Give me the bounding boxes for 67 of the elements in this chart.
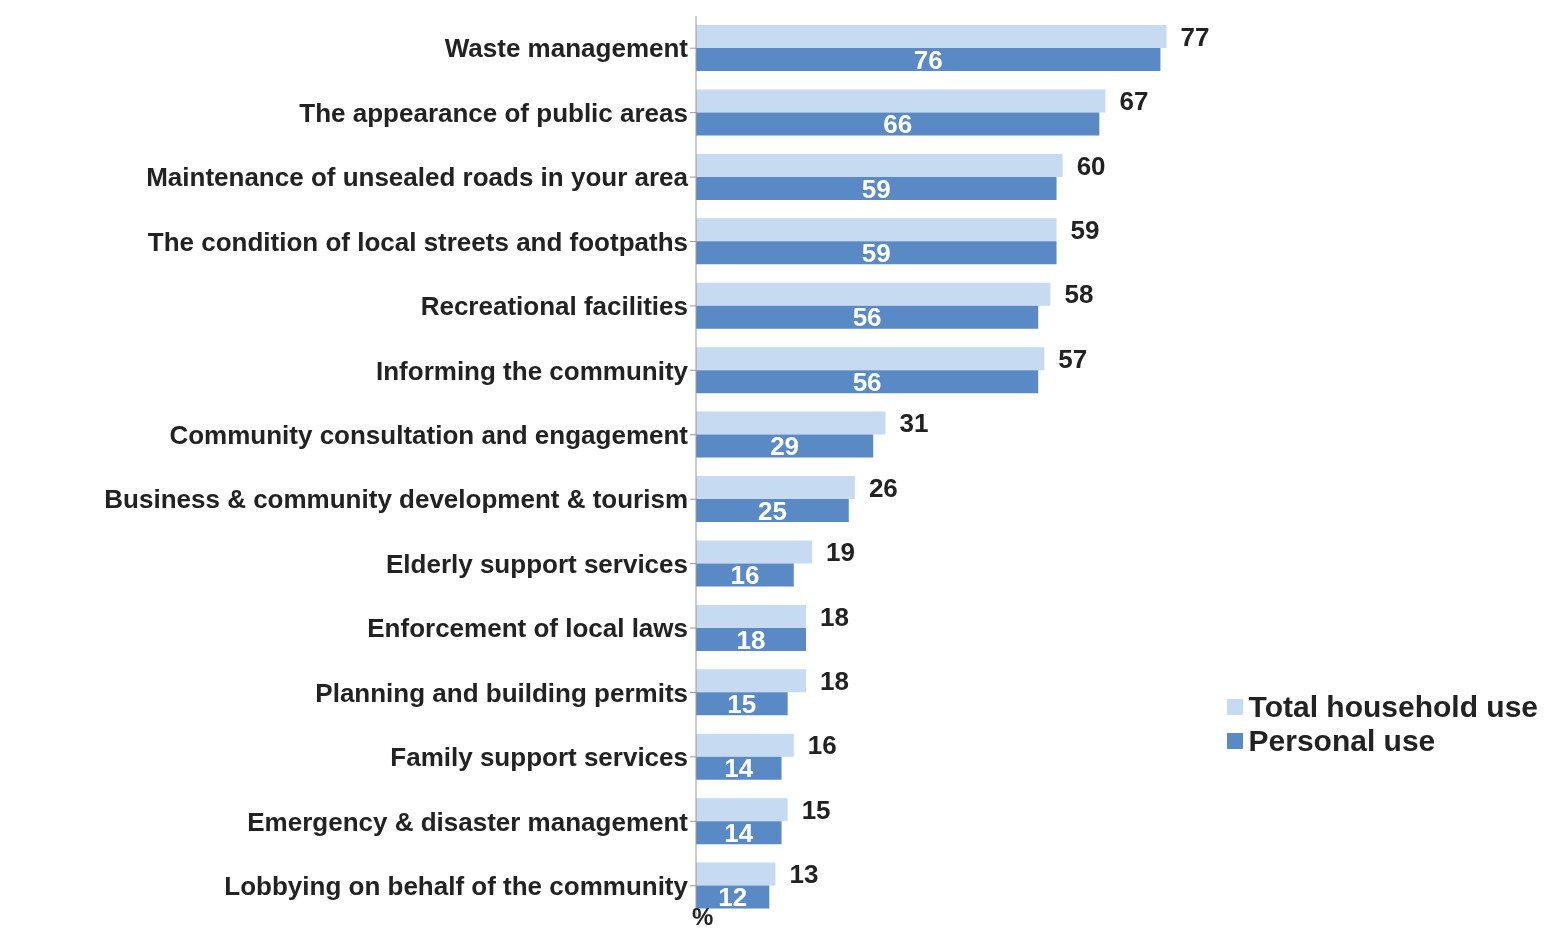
- bar: [696, 25, 1167, 49]
- data-label: 19: [826, 537, 856, 568]
- data-label: 26: [868, 472, 898, 503]
- bar: [696, 282, 1051, 306]
- bar: [696, 434, 874, 458]
- data-label: 76: [913, 44, 943, 75]
- x-axis-title: %: [692, 903, 714, 931]
- data-label: 25: [757, 495, 787, 526]
- bar: [696, 669, 806, 693]
- y-tick-label: Maintenance of unsealed roads in your area: [146, 162, 689, 193]
- data-label: 66: [883, 109, 913, 140]
- y-tick-label: Informing the community: [376, 355, 689, 386]
- data-label: 18: [820, 601, 849, 632]
- data-label: 58: [1064, 279, 1094, 310]
- bar: [696, 241, 1057, 265]
- bar: [696, 862, 776, 886]
- bar: [696, 604, 806, 628]
- bar: [696, 733, 794, 757]
- data-label: 13: [789, 859, 819, 890]
- data-label: 67: [1119, 86, 1149, 117]
- y-tick-label: Waste management: [444, 33, 689, 64]
- data-label: 31: [899, 408, 929, 439]
- data-label: 14: [724, 817, 754, 848]
- data-label: 18: [736, 624, 766, 655]
- bar: [696, 112, 1100, 136]
- bar: [696, 176, 1057, 200]
- data-label: 60: [1076, 150, 1106, 181]
- bar: [696, 305, 1039, 329]
- data-label: 15: [801, 794, 831, 825]
- y-tick-label: The condition of local streets and footpaths: [147, 226, 688, 257]
- bar: [696, 48, 1161, 72]
- data-label: 56: [852, 366, 882, 397]
- y-tick-label: Lobbying on behalf of the community: [224, 871, 689, 902]
- bar: [696, 540, 813, 564]
- data-label: 16: [807, 730, 837, 761]
- data-label: 18: [820, 666, 849, 697]
- data-label: 59: [1070, 215, 1100, 246]
- data-label: 12: [718, 882, 748, 913]
- y-tick-label: Business & community development & tourism: [104, 484, 688, 515]
- legend-label: Total household use: [1248, 690, 1538, 724]
- y-tick-label: Elderly support services: [385, 548, 688, 579]
- bar: [696, 476, 855, 500]
- bar: [696, 499, 849, 523]
- bar: [696, 411, 886, 435]
- data-label: 59: [861, 238, 891, 269]
- data-label: 16: [730, 560, 760, 591]
- legend-label: Personal use: [1248, 724, 1436, 758]
- y-tick-label: Enforcement of local laws: [367, 613, 688, 644]
- data-label: 77: [1180, 21, 1210, 52]
- data-label: 15: [727, 689, 757, 720]
- bar: [696, 218, 1057, 242]
- bar: [696, 798, 788, 822]
- bar: [696, 89, 1106, 113]
- data-label: 57: [1058, 343, 1088, 374]
- data-label: 59: [861, 173, 891, 204]
- data-label: 29: [770, 431, 800, 462]
- data-label: 14: [724, 753, 754, 784]
- bar: [696, 347, 1045, 371]
- y-tick-label: Recreational facilities: [420, 291, 688, 322]
- y-tick-label: Family support services: [390, 742, 688, 773]
- y-tick-label: Planning and building permits: [315, 677, 688, 708]
- bar: [696, 370, 1039, 394]
- y-tick-label: Community consultation and engagement: [169, 420, 689, 451]
- y-tick-label: Emergency & disaster management: [247, 806, 689, 837]
- y-tick-label: The appearance of public areas: [299, 97, 688, 128]
- bar: [696, 153, 1063, 177]
- data-label: 56: [852, 302, 882, 333]
